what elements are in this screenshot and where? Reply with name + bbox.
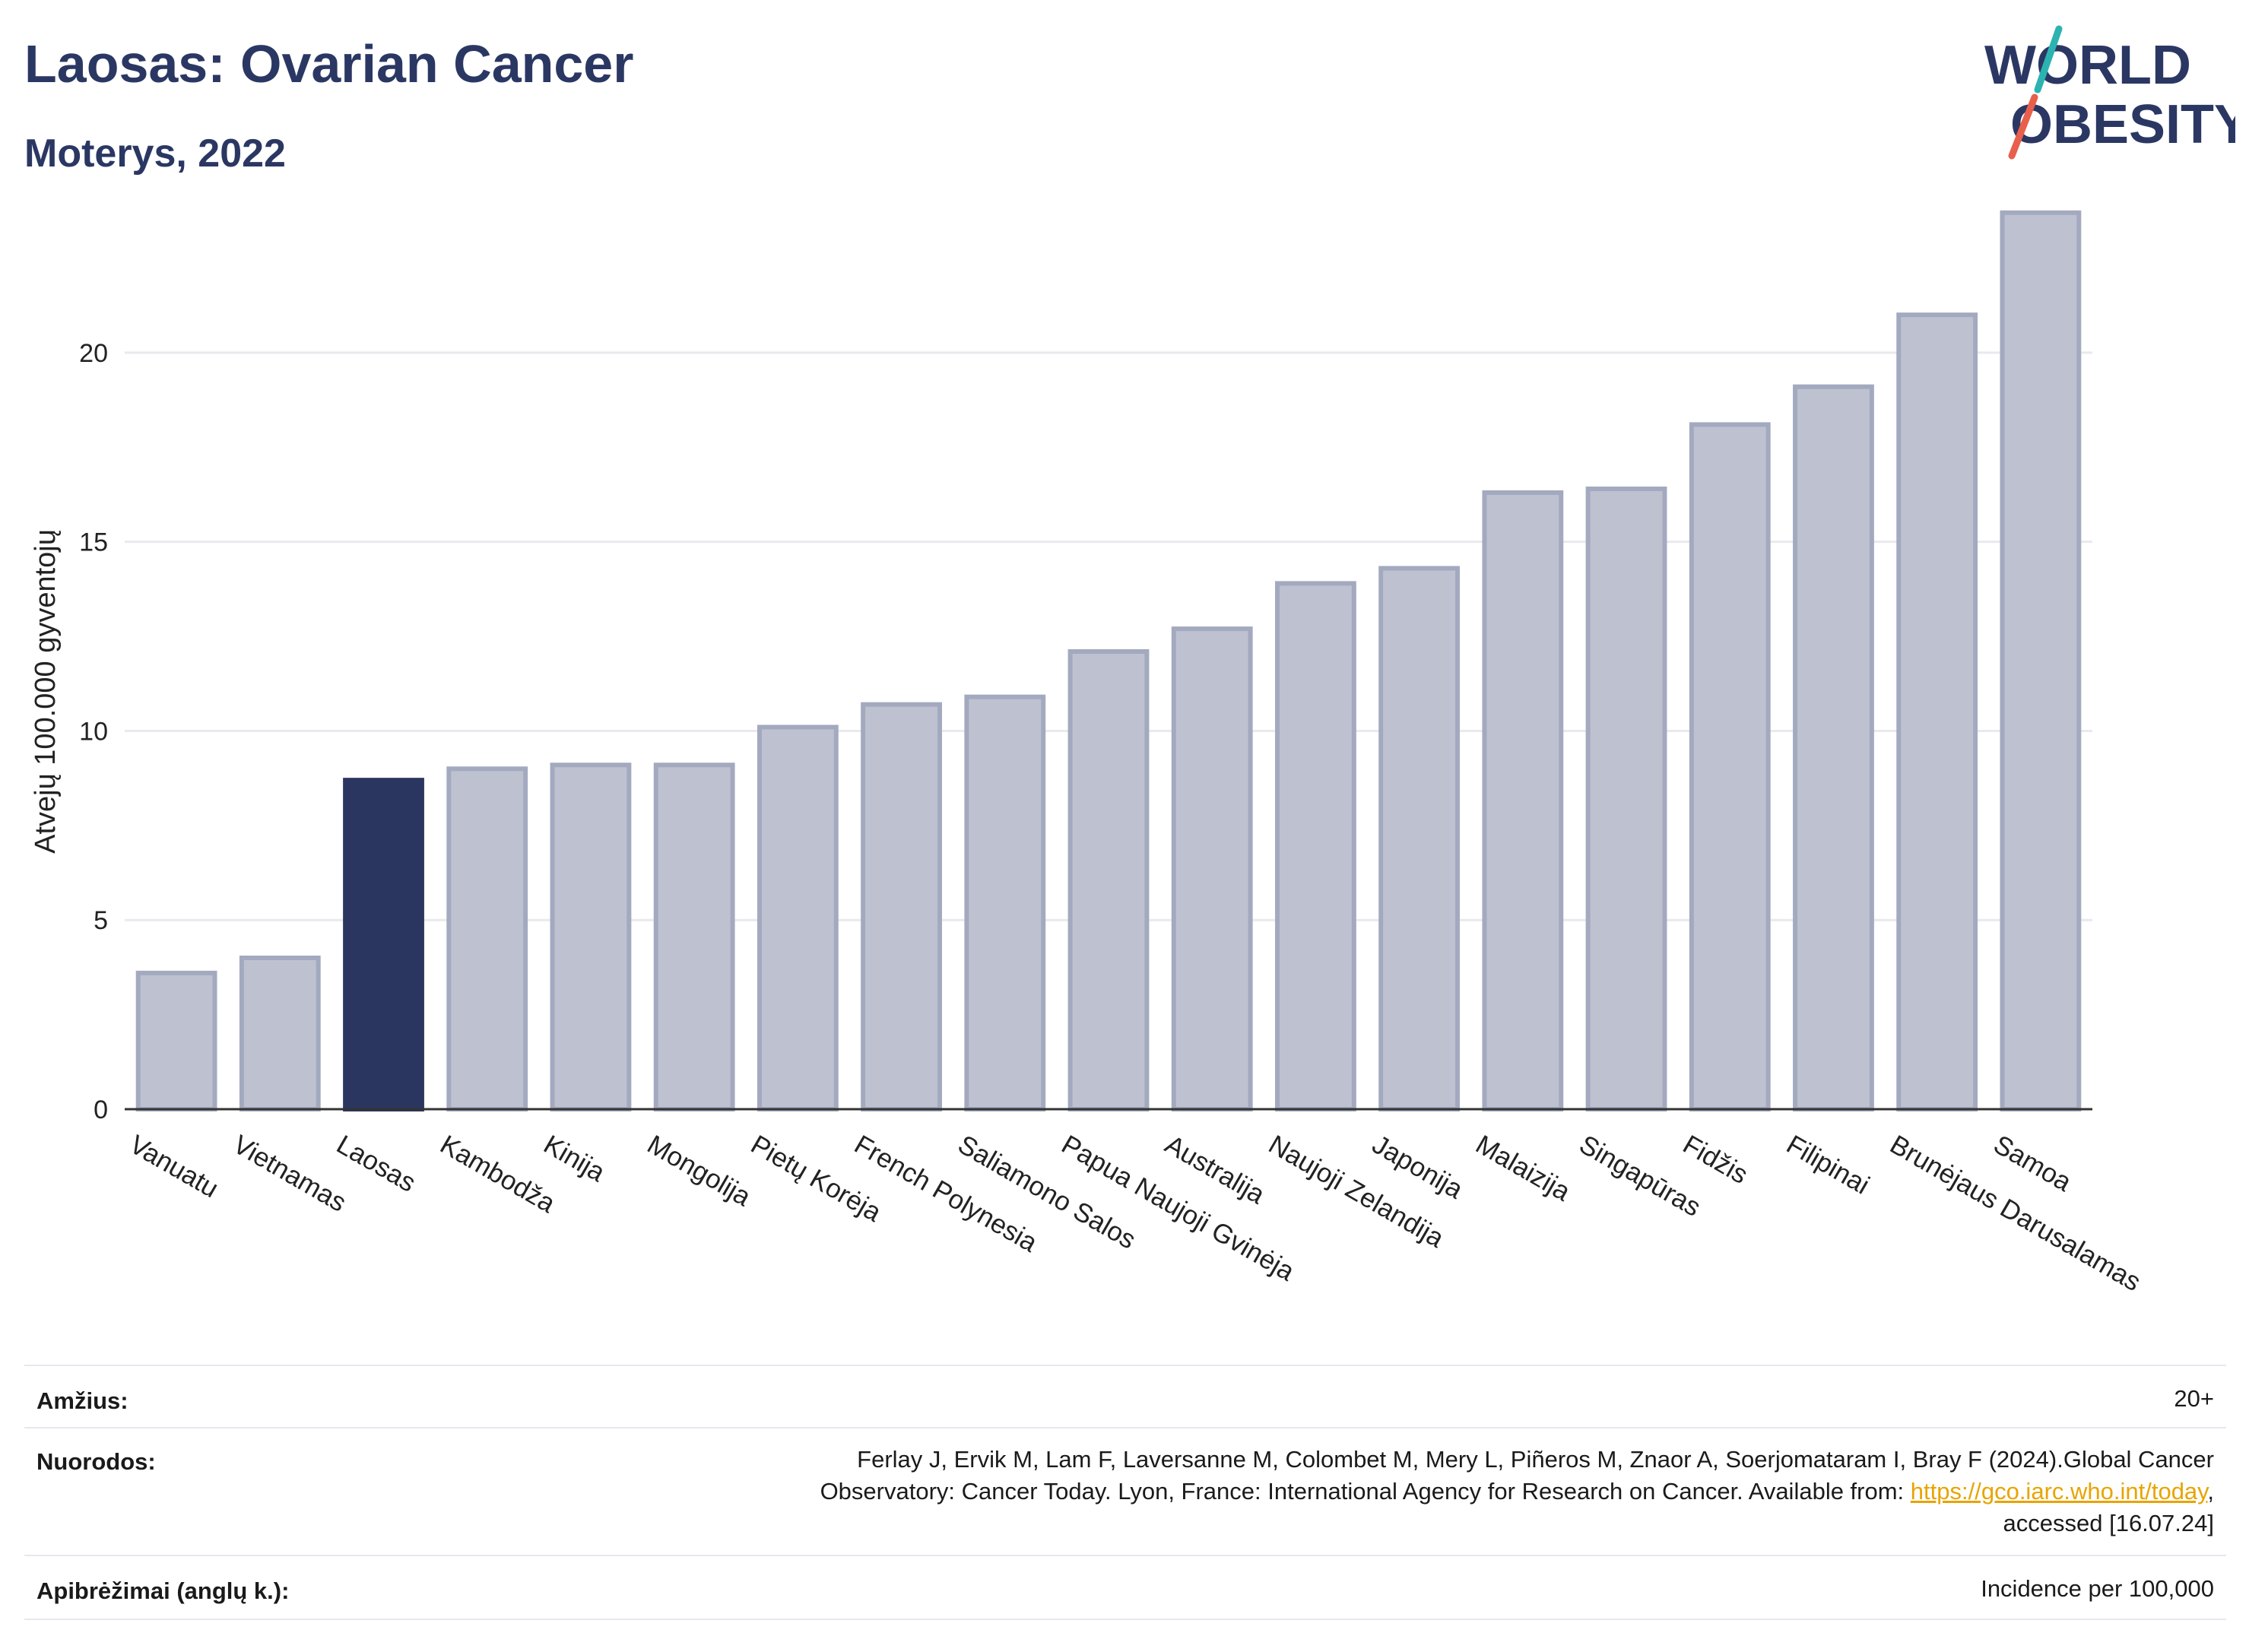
info-row-references: Nuorodos: Ferlay J, Ervik M, Lam F, Lave… — [24, 1427, 2226, 1556]
y-tick-label: 20 — [79, 339, 108, 368]
chart-title: Laosas: Ovarian Cancer — [24, 34, 634, 94]
info-row-definitions: Apibrėžimai (anglų k.): Incidence per 10… — [24, 1555, 2226, 1620]
x-tick-label: Mongolija — [642, 1130, 757, 1213]
age-label: Amžius: — [36, 1387, 128, 1414]
logo-line2: OBESITY — [2010, 94, 2235, 155]
bar-australija — [1171, 626, 1253, 1111]
x-tick-label: Kinija — [539, 1130, 611, 1188]
definitions-label: Apibrėžimai (anglų k.): — [36, 1577, 290, 1604]
bar-kinija — [550, 763, 632, 1111]
references-line-3: accessed [16.07.24] — [2003, 1510, 2214, 1536]
references-label: Nuorodos: — [36, 1448, 156, 1475]
x-tick-label: Filipinai — [1781, 1130, 1874, 1200]
bar-saliamono-salos — [964, 694, 1046, 1111]
age-value: 20+ — [2174, 1385, 2214, 1412]
bar-papua-naujoji-gvinėja — [1067, 648, 1150, 1111]
x-tick-label: Malaizija — [1470, 1130, 1575, 1207]
bar-singapūras — [1585, 487, 1667, 1111]
bar-kambodža — [446, 766, 528, 1112]
x-tick-label: Vietnamas — [228, 1130, 351, 1218]
bar-malaizija — [1482, 490, 1564, 1111]
y-tick-label: 5 — [94, 906, 108, 935]
bar-pietų-korėja — [757, 725, 839, 1111]
logo-slash-red — [2008, 94, 2038, 160]
info-row-age: Amžius: 20+ — [24, 1365, 2226, 1428]
bar-vanuatu — [135, 970, 217, 1111]
references-line-1: Ferlay J, Ervik M, Lam F, Laversanne M, … — [857, 1446, 2214, 1473]
bar-vietnamas — [239, 955, 321, 1112]
bar-filipinai — [1793, 384, 1874, 1111]
y-tick-label: 10 — [79, 717, 108, 746]
x-tick-label: Naujoji Zelandija — [1264, 1130, 1449, 1254]
definitions-value: Incidence per 100,000 — [1981, 1575, 2214, 1602]
bar-naujoji-zelandija — [1275, 581, 1356, 1111]
x-tick-label: French Polynesia — [849, 1130, 1042, 1258]
bar-samoa — [2000, 210, 2082, 1111]
x-tick-label: Vanuatu — [125, 1130, 224, 1204]
y-tick-label: 15 — [79, 528, 108, 557]
bar-mongolija — [653, 763, 735, 1111]
x-tick-label: Saliamono Salos — [953, 1130, 1140, 1255]
x-tick-label: Fidžis — [1678, 1130, 1753, 1190]
references-value: Ferlay J, Ervik M, Lam F, Laversanne M, … — [820, 1444, 2214, 1539]
bars — [135, 210, 2082, 1112]
chart-subtitle: Moterys, 2022 — [24, 132, 286, 176]
y-axis-title: Atvejų 100.000 gyventojų — [30, 529, 62, 854]
x-tick-label: Samoa — [1988, 1130, 2076, 1197]
references-line-2: Observatory: Cancer Today. Lyon, France:… — [820, 1478, 2214, 1505]
bar-japonija — [1378, 566, 1461, 1111]
x-tick-label: Kambodža — [435, 1130, 560, 1219]
logo-line1: WORLD — [1984, 35, 2191, 96]
references-link[interactable]: https://gco.iarc.who.int/today — [1910, 1478, 2208, 1505]
bar-french-polynesia — [861, 702, 942, 1111]
bar-laosas — [343, 778, 424, 1111]
world-obesity-logo: WORLD OBESITY — [1984, 25, 2235, 160]
bar-fidžis — [1689, 422, 1771, 1111]
bar-brunėjaus-darusalamas — [1896, 312, 1978, 1112]
info-table: Amžius: 20+ Nuorodos: Ferlay J, Ervik M,… — [24, 1365, 2226, 1623]
logo-slash-teal — [2034, 25, 2063, 94]
y-axis-ticks: 0 5 10 15 20 — [79, 339, 108, 1124]
y-tick-label: 0 — [94, 1096, 108, 1124]
